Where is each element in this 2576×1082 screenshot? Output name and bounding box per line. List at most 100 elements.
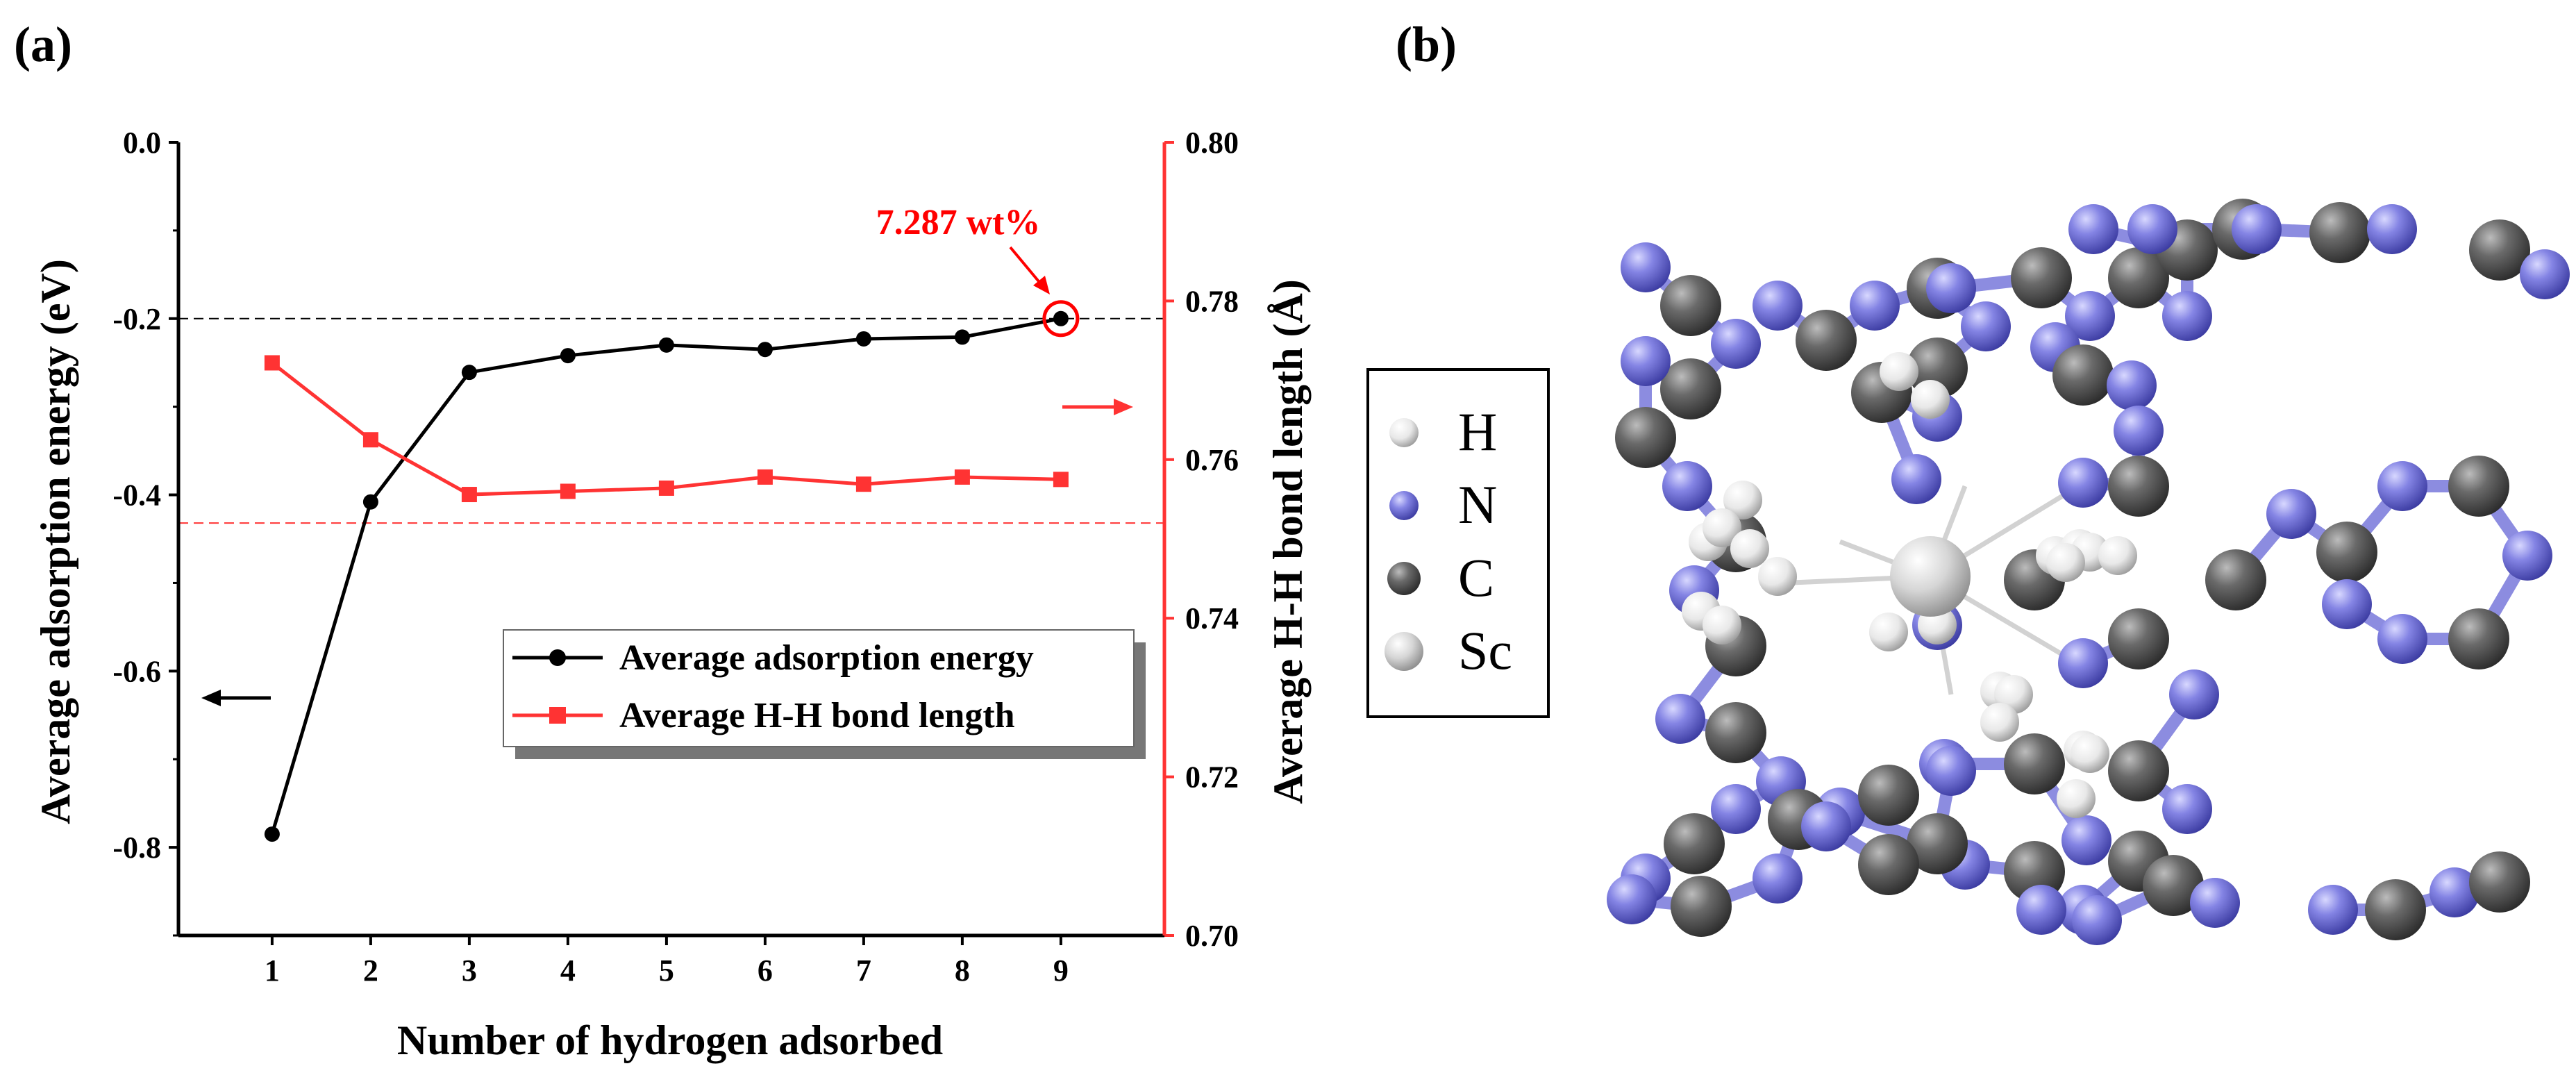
nitrogen-atom bbox=[2429, 867, 2479, 917]
nitrogen-atom bbox=[2266, 489, 2316, 539]
nitrogen-atom bbox=[2190, 878, 2240, 928]
nitrogen-atom bbox=[1662, 461, 1712, 511]
molecular-structure bbox=[1607, 199, 2570, 945]
right-tick-label: 0.70 bbox=[1185, 919, 1239, 953]
legend-item-n: N bbox=[1389, 474, 1497, 535]
nitrogen-atom bbox=[2367, 204, 2417, 254]
nitrogen-atom bbox=[1926, 746, 1976, 796]
legend-item-h: H bbox=[1389, 401, 1497, 462]
atoms bbox=[1607, 199, 2570, 945]
carbon-atom bbox=[2143, 855, 2204, 916]
left-axis-ticks: 0.0 -0.2 -0.4 -0.6 -0.8 bbox=[112, 126, 178, 937]
hydrogen-atom bbox=[2098, 536, 2137, 575]
hydrogen-atom bbox=[1723, 481, 1762, 519]
x-axis-label: Number of hydrogen adsorbed bbox=[397, 1017, 943, 1063]
hydrogen-atom bbox=[2046, 543, 2085, 582]
nitrogen-atom bbox=[2114, 406, 2164, 456]
bottom-tick-label: 3 bbox=[462, 954, 477, 988]
scandium-atom-icon bbox=[1385, 632, 1423, 671]
carbon-atom bbox=[1660, 358, 1721, 419]
bottom-tick-label: 5 bbox=[659, 954, 674, 988]
nitrogen-atom bbox=[1753, 854, 1803, 904]
legend-label-sc: Sc bbox=[1458, 620, 1512, 681]
nitrogen-atom bbox=[2058, 638, 2108, 688]
carbon-atom-icon bbox=[1387, 562, 1421, 595]
bottom-tick-label: 1 bbox=[265, 954, 280, 988]
nitrogen-atom bbox=[1711, 784, 1761, 834]
bottom-tick-label: 7 bbox=[856, 954, 871, 988]
right-tick-label: 0.80 bbox=[1185, 126, 1239, 160]
carbon-atom bbox=[1615, 407, 1676, 468]
left-axis-indicator-arrow bbox=[201, 690, 271, 706]
panel-a-label: (a) bbox=[14, 17, 72, 72]
legend-label-c: C bbox=[1458, 547, 1494, 608]
nitrogen-atom bbox=[2322, 579, 2372, 629]
hydrogen-atom-icon bbox=[1389, 418, 1419, 447]
nitrogen-atom bbox=[1607, 874, 1657, 924]
carbon-atom bbox=[2448, 608, 2509, 669]
hydrogen-atom bbox=[1869, 613, 1908, 651]
nitrogen-atom bbox=[1621, 242, 1671, 292]
left-tick-label: 0.0 bbox=[123, 126, 161, 160]
carbon-atom bbox=[2316, 522, 2377, 583]
hydrogen-atom bbox=[1730, 529, 1769, 568]
legend-label-n: N bbox=[1458, 474, 1497, 535]
panel-b-label: (b) bbox=[1396, 17, 1457, 72]
nitrogen-atom bbox=[1850, 281, 1900, 331]
energy-point bbox=[461, 365, 477, 381]
nitrogen-atom bbox=[2520, 249, 2570, 299]
annotation-circle bbox=[1042, 300, 1080, 338]
bond-point bbox=[658, 480, 674, 496]
bottom-tick-label: 6 bbox=[758, 954, 773, 988]
left-tick-label: -0.6 bbox=[112, 654, 161, 688]
nitrogen-atom bbox=[1753, 281, 1803, 331]
nitrogen-atom bbox=[2061, 815, 2111, 865]
bond-point bbox=[757, 469, 773, 485]
nitrogen-atom bbox=[1926, 263, 1976, 313]
carbon-atom bbox=[2309, 202, 2370, 263]
carbon-atom bbox=[1858, 765, 1919, 826]
nitrogen-atom bbox=[2072, 895, 2122, 945]
bond-point bbox=[954, 469, 970, 485]
right-tick-label: 0.74 bbox=[1185, 601, 1239, 635]
bond-point bbox=[855, 476, 871, 492]
y2-axis-label: Average H-H bond length (Å) bbox=[1265, 279, 1311, 804]
carbon-atom bbox=[2108, 456, 2169, 517]
nitrogen-atom bbox=[2068, 204, 2118, 254]
energy-point bbox=[264, 826, 280, 842]
hydrogen-atom bbox=[1911, 380, 1950, 419]
bond-point bbox=[362, 432, 378, 448]
nitrogen-atom bbox=[1655, 694, 1705, 744]
nitrogen-atom bbox=[2065, 291, 2115, 341]
bottom-tick-label: 8 bbox=[955, 954, 970, 988]
nitrogen-atom bbox=[2377, 614, 2427, 664]
nitrogen-atom bbox=[1961, 301, 2011, 351]
nitrogen-atom-icon bbox=[1389, 491, 1419, 520]
right-tick-label: 0.76 bbox=[1185, 443, 1239, 477]
carbon-atom bbox=[1671, 876, 1732, 937]
carbon-atom bbox=[2469, 219, 2530, 281]
nitrogen-atom bbox=[2232, 204, 2282, 254]
carbon-atom bbox=[1907, 813, 1968, 874]
carbon-atom bbox=[2108, 608, 2169, 669]
right-tick-label: 0.78 bbox=[1185, 284, 1239, 318]
legend-item-c: C bbox=[1387, 547, 1494, 608]
energy-point bbox=[954, 329, 970, 345]
annotation-arrow bbox=[1009, 246, 1050, 294]
legend-item-bond: Average H-H bond length bbox=[512, 696, 1015, 735]
bond-point bbox=[264, 355, 280, 371]
bottom-tick-label: 2 bbox=[363, 954, 378, 988]
bottom-tick-label: 4 bbox=[560, 954, 576, 988]
energy-point bbox=[757, 342, 773, 358]
hydrogen-atom bbox=[1880, 352, 1918, 391]
energy-point bbox=[1053, 310, 1069, 326]
energy-point bbox=[560, 348, 576, 364]
nitrogen-atom bbox=[1801, 801, 1851, 851]
energy-point bbox=[658, 337, 674, 353]
carbon-atom bbox=[2365, 879, 2426, 940]
series-markers-energy bbox=[264, 310, 1069, 842]
carbon-atom bbox=[2052, 344, 2114, 406]
scandium-atom bbox=[1890, 536, 1971, 617]
carbon-atom bbox=[1664, 813, 1725, 874]
nitrogen-atom bbox=[2169, 669, 2219, 719]
